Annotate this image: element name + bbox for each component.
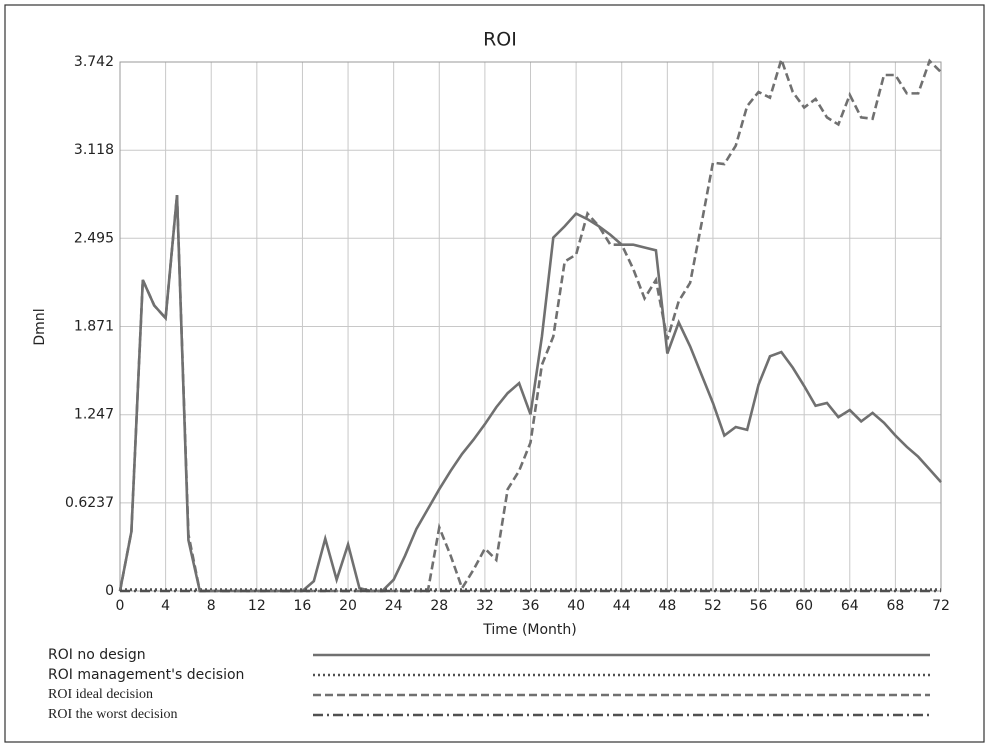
chart-title: ROI [483, 29, 517, 51]
x-tick-label: 44 [613, 598, 631, 614]
y-tick-label: 0 [105, 583, 114, 599]
series-line [118, 195, 942, 593]
legend-label: ROI ideal decision [48, 687, 153, 702]
legend-label: ROI no design [48, 647, 146, 663]
y-tick-label: 1.247 [74, 407, 114, 423]
y-tick-label: 0.6237 [65, 495, 114, 511]
x-tick-label: 12 [248, 598, 266, 614]
x-tick-label: 8 [207, 598, 216, 614]
y-tick-label: 3.742 [74, 54, 114, 70]
x-tick-label: 32 [476, 598, 494, 614]
x-tick-label: 0 [116, 598, 125, 614]
frame [4, 4, 985, 743]
x-tick-label: 56 [750, 598, 768, 614]
y-tick-label: 1.871 [74, 319, 114, 335]
legend-label: ROI management's decision [48, 667, 244, 683]
x-tick-label: 68 [886, 598, 904, 614]
x-tick-label: 64 [841, 598, 859, 614]
x-tick-label: 24 [385, 598, 403, 614]
plot-area [119, 61, 942, 592]
y-axis-label: Dmnl [32, 308, 48, 345]
x-tick-label: 48 [658, 598, 676, 614]
x-tick-label: 16 [294, 598, 312, 614]
x-tick-label: 36 [522, 598, 540, 614]
x-tick-label: 52 [704, 598, 722, 614]
x-tick-label: 60 [795, 598, 813, 614]
y-tick-label: 3.118 [74, 142, 114, 158]
x-axis-label: Time (Month) [482, 622, 577, 638]
y-tick-label: 2.495 [74, 230, 114, 246]
x-tick-label: 4 [161, 598, 170, 614]
x-tick-label: 72 [932, 598, 950, 614]
x-tick-label: 20 [339, 598, 357, 614]
x-tick-label: 28 [430, 598, 448, 614]
series-line [118, 55, 942, 593]
legend-label: ROI the worst decision [48, 707, 177, 722]
x-tick-label: 40 [567, 598, 585, 614]
